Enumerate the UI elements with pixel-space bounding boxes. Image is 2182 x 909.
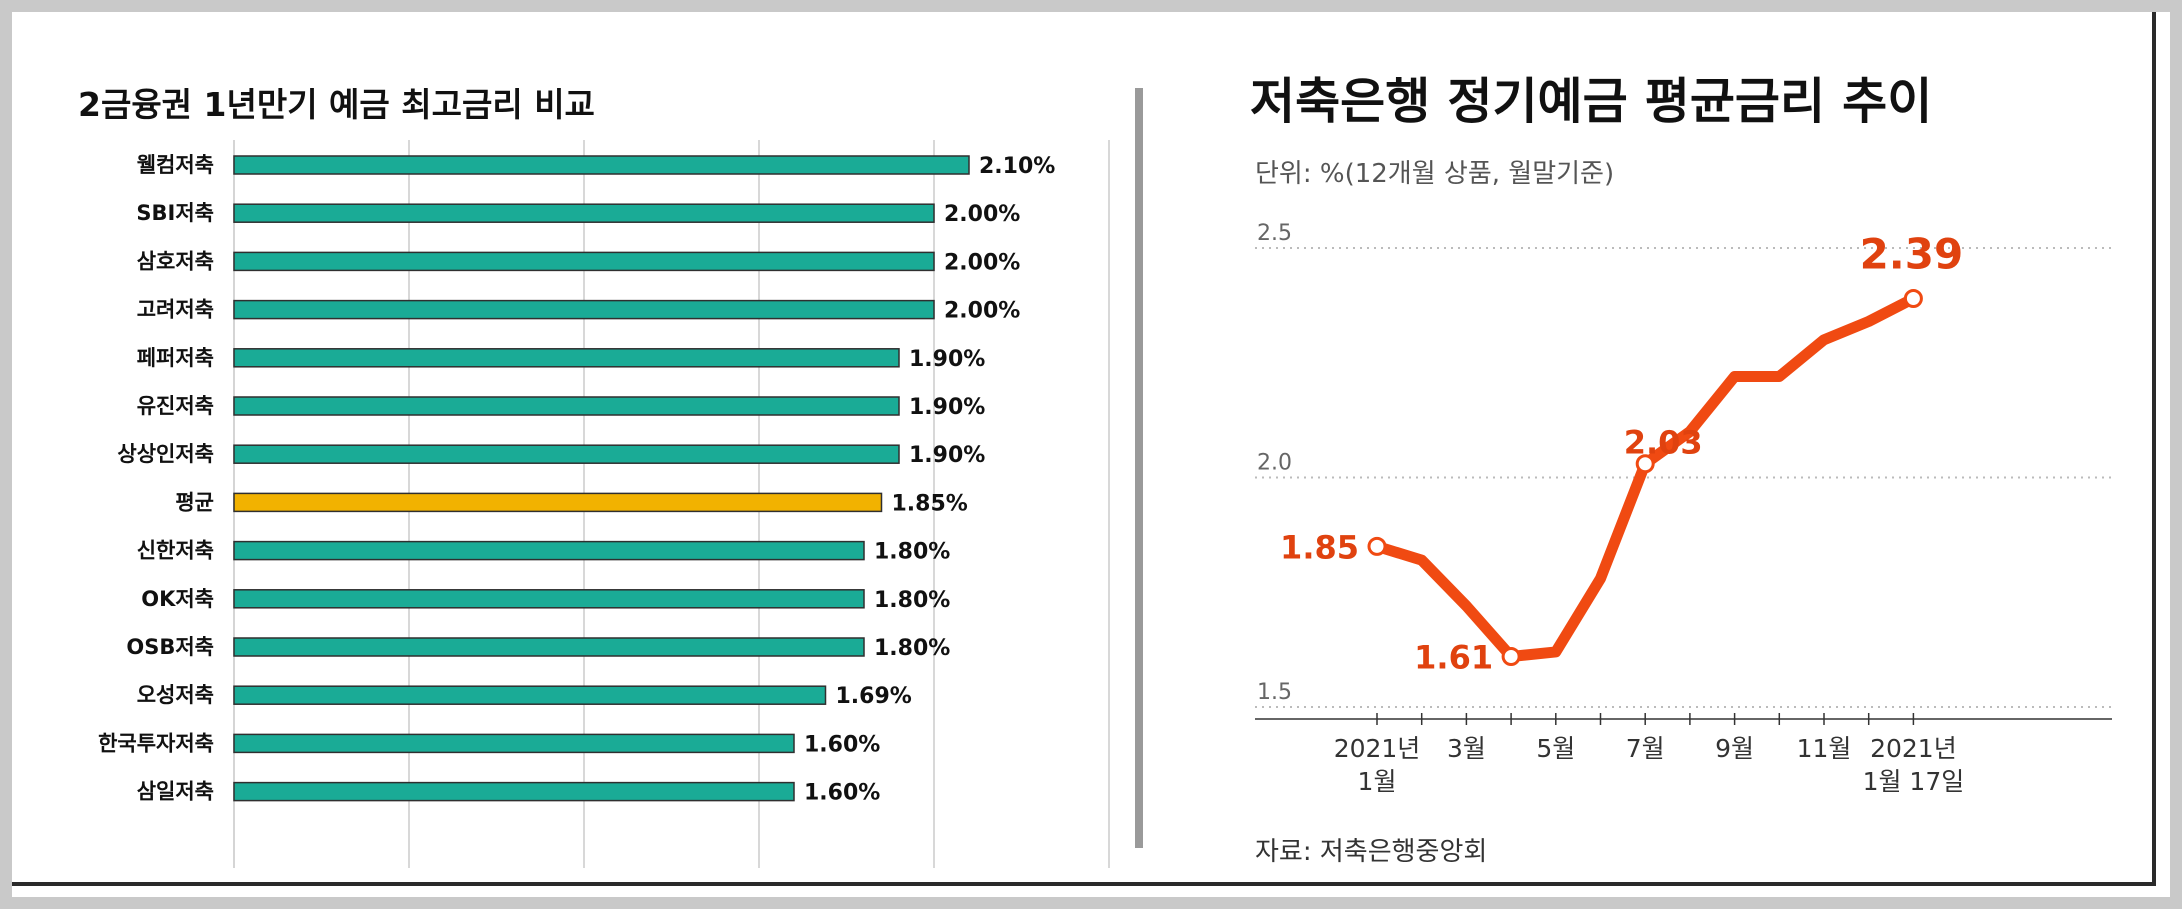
bar-chart-marks: 웰컴저축 2.10% SBI저축 2.00% 삼호저축 2.00% 고려저축 2.00% 페퍼저… [98,153,1055,806]
bar [233,781,795,802]
line-x-tick-label: 11월 [1797,734,1852,763]
bar-value-label: 2.10% [979,154,1055,179]
line-x-tick-label: 7월 [1626,734,1665,763]
line-point-marker [1367,536,1387,556]
bar [233,685,827,705]
line-point-label: 2.03 [1624,424,1703,462]
line-chart-gridlines: 1.5 2.0 2.5 [1255,221,2112,708]
line-chart-source: 자료: 저축은행중앙회 [1255,837,1487,867]
line-x-tick-label: 9월 [1715,734,1754,763]
bar [233,589,865,609]
bar-value-label: 1.85% [892,491,968,516]
bar-category-label: 웰컴저축 [137,153,214,177]
bar-category-label: 고려저축 [137,298,214,322]
bar-value-label: 2.00% [944,299,1020,324]
bar-value-label: 1.80% [874,636,950,661]
line-x-tick-label: 3월 [1447,734,1486,763]
line-point-marker [1635,454,1655,474]
line-chart-x-ticks: 2021년 1월 3월 5월 7월 9월 11월 2021년 1월 17일 [1334,713,1965,796]
bar-value-label: 1.90% [909,443,985,468]
line-y-tick-label: 2.0 [1257,451,1292,476]
bar-category-label: 상상인저축 [117,442,214,466]
bar-value-label: 1.60% [804,732,880,757]
bar-category-label: SBI저축 [136,201,214,225]
line-series [1371,292,1919,663]
line-x-tick-label: 2021년 1월 [1334,734,1421,796]
image-frame-shadow [12,12,2156,886]
line-point-label: 2.39 [1860,229,1964,278]
bar-value-label: 2.00% [944,202,1020,227]
bar-category-label: OSB저축 [126,635,214,659]
bar-chart-title: 2금융권 1년만기 예금 최고금리 비교 [78,85,595,124]
bar-value-label: 1.80% [874,540,950,565]
bar [233,733,795,754]
bar [233,444,900,464]
bar-value-label: 1.80% [874,588,950,613]
line-chart: 저축은행 정기예금 평균금리 추이 단위: %(12개월 상품, 월말기준) 1… [1250,73,2112,867]
bar [233,492,883,513]
bar-category-label: 신한저축 [137,539,214,563]
bar [233,203,935,223]
bar-category-label: 평균 [175,490,214,514]
line-y-tick-label: 1.5 [1257,680,1292,705]
bar [233,348,900,368]
bar-chart: 2금융권 1년만기 예금 최고금리 비교 웰컴저축 2.10% SBI저축 2.00%… [78,85,1110,868]
line-point-label: 1.85 [1280,528,1359,566]
bar-category-label: OK저축 [141,587,214,611]
bar-value-label: 1.69% [836,684,912,709]
bar [233,540,865,561]
line-point-marker [1501,647,1521,667]
line-x-tick-label: 5월 [1536,734,1575,763]
bar [233,299,935,320]
line-chart-title: 저축은행 정기예금 평균금리 추이 [1250,73,1932,130]
line-chart-marks: 1.85 1.61 2.03 2.39 [1280,229,1963,676]
line-y-tick-label: 2.5 [1257,221,1292,246]
bar [233,396,900,416]
line-point-label: 1.61 [1414,639,1493,677]
bar [233,155,970,175]
bar-value-label: 1.90% [909,347,985,372]
bar-category-label: 페퍼저축 [137,346,214,370]
bar-value-label: 2.00% [944,250,1020,275]
bar-category-label: 유진저축 [137,394,214,418]
bar-value-label: 1.60% [804,781,880,806]
bar-category-label: 삼호저축 [137,249,214,273]
bar [233,637,865,657]
line-x-tick-label: 2021년 1월 17일 [1863,734,1965,796]
bar-value-label: 1.90% [909,395,985,420]
line-point-marker [1903,288,1923,308]
bar-category-label: 오성저축 [137,683,214,707]
line-chart-unit-note: 단위: %(12개월 상품, 월말기준) [1255,159,1614,189]
bar-category-label: 삼일저축 [137,780,214,804]
bar [233,251,935,272]
bar-category-label: 한국투자저축 [98,731,214,755]
